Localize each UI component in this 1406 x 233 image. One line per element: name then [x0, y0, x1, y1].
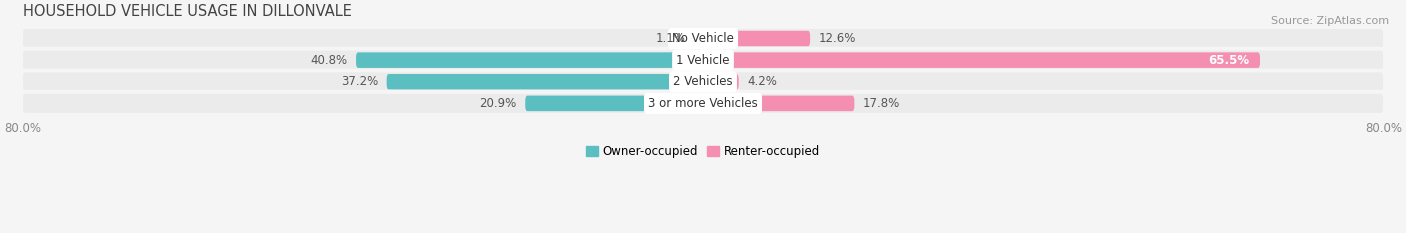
FancyBboxPatch shape — [22, 72, 1384, 91]
Text: 1 Vehicle: 1 Vehicle — [676, 54, 730, 67]
Legend: Owner-occupied, Renter-occupied: Owner-occupied, Renter-occupied — [581, 140, 825, 163]
FancyBboxPatch shape — [703, 52, 1260, 68]
Text: 3 or more Vehicles: 3 or more Vehicles — [648, 97, 758, 110]
Text: HOUSEHOLD VEHICLE USAGE IN DILLONVALE: HOUSEHOLD VEHICLE USAGE IN DILLONVALE — [22, 4, 351, 19]
FancyBboxPatch shape — [22, 94, 1384, 113]
FancyBboxPatch shape — [703, 96, 855, 111]
Text: 1.1%: 1.1% — [655, 32, 685, 45]
FancyBboxPatch shape — [703, 31, 810, 46]
FancyBboxPatch shape — [526, 96, 703, 111]
FancyBboxPatch shape — [387, 74, 703, 89]
Text: 12.6%: 12.6% — [818, 32, 856, 45]
Text: 20.9%: 20.9% — [479, 97, 517, 110]
FancyBboxPatch shape — [703, 74, 738, 89]
Text: No Vehicle: No Vehicle — [672, 32, 734, 45]
Text: 40.8%: 40.8% — [311, 54, 347, 67]
FancyBboxPatch shape — [356, 52, 703, 68]
FancyBboxPatch shape — [22, 51, 1384, 70]
FancyBboxPatch shape — [22, 29, 1384, 48]
Text: 2 Vehicles: 2 Vehicles — [673, 75, 733, 88]
FancyBboxPatch shape — [693, 31, 703, 46]
Text: 17.8%: 17.8% — [863, 97, 900, 110]
Text: 65.5%: 65.5% — [1209, 54, 1250, 67]
Text: Source: ZipAtlas.com: Source: ZipAtlas.com — [1271, 16, 1389, 26]
Text: 4.2%: 4.2% — [747, 75, 778, 88]
Text: 37.2%: 37.2% — [340, 75, 378, 88]
